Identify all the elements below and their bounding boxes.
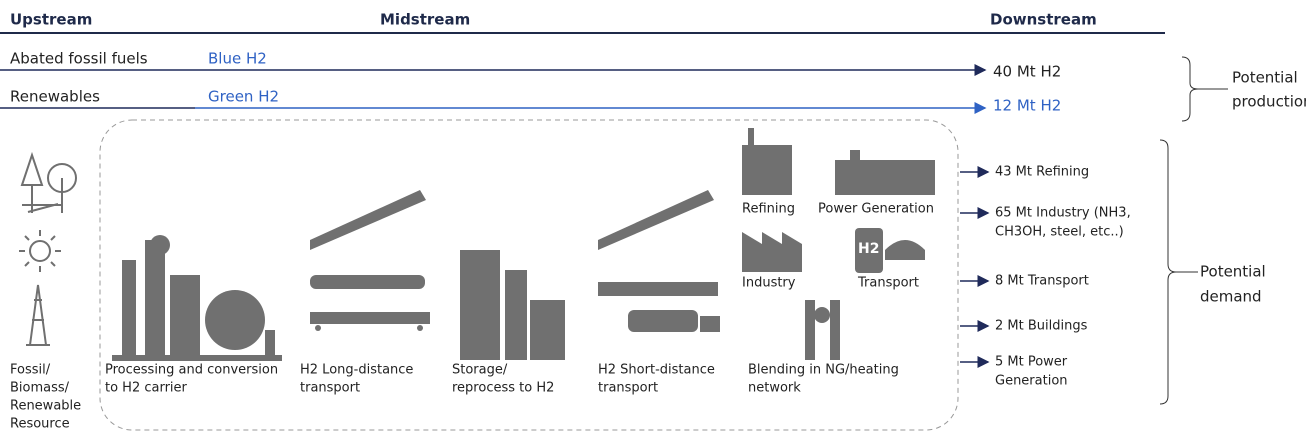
resource-icons <box>19 155 76 345</box>
stage-label: H2 Long-distance <box>300 363 413 378</box>
stage-label: Processing and conversion <box>105 363 278 378</box>
demand-item: 2 Mt Buildings <box>995 319 1088 334</box>
demand-item: 65 Mt Industry (NH3, <box>995 206 1131 221</box>
stage-label: transport <box>300 381 360 396</box>
demand-item: Generation <box>995 374 1068 389</box>
stage-label: Biomass/ <box>10 381 70 396</box>
demand-item: 43 Mt Refining <box>995 165 1089 180</box>
output: 12 Mt H2 <box>993 97 1061 115</box>
demand-item: CH3OH, steel, etc..) <box>995 225 1124 240</box>
bracket <box>1160 140 1176 404</box>
use-label: Refining <box>742 202 795 217</box>
use-label: Transport <box>857 276 919 291</box>
header-upstream: Upstream <box>10 11 92 29</box>
stage-label: Fossil/ <box>10 363 51 378</box>
stage-label: H2 Short-distance <box>598 363 715 378</box>
stage-icons <box>112 128 935 361</box>
source: Renewables <box>10 88 100 106</box>
header-midstream: Midstream <box>380 11 470 29</box>
demand-label: demand <box>1200 288 1262 306</box>
product: Green H2 <box>208 88 279 106</box>
production-label: Potential <box>1232 69 1298 87</box>
h2-sign: H2 <box>858 241 879 257</box>
output: 40 Mt H2 <box>993 63 1061 81</box>
bracket <box>1182 57 1198 121</box>
demand-label: Potential <box>1200 263 1266 281</box>
product: Blue H2 <box>208 50 267 68</box>
demand-item: 5 Mt Power <box>995 355 1068 370</box>
demand-item: 8 Mt Transport <box>995 274 1089 289</box>
use-label: Industry <box>742 276 796 291</box>
stage-label: to H2 carrier <box>105 381 188 396</box>
stage-label: Blending in NG/heating <box>748 363 899 378</box>
source: Abated fossil fuels <box>10 50 148 68</box>
stage-label: Resource <box>10 417 70 432</box>
diagram: Upstream Midstream Downstream Abated fos… <box>0 0 1306 440</box>
stage-label: Renewable <box>10 399 81 414</box>
header-downstream: Downstream <box>990 11 1097 29</box>
stage-label: network <box>748 381 801 396</box>
stage-label: reprocess to H2 <box>452 381 554 396</box>
stage-label: transport <box>598 381 658 396</box>
production-label: production <box>1232 93 1306 111</box>
use-label: Power Generation <box>818 202 934 217</box>
stage-label: Storage/ <box>452 363 508 378</box>
